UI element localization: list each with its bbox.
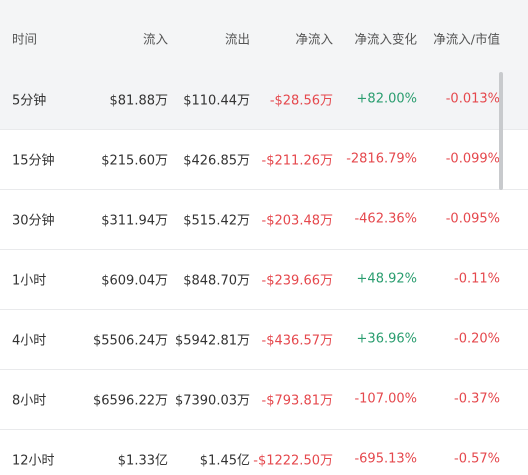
table-row[interactable]: 30分钟 $311.94万 $515.42万 -$203.48万 -462.36% -0.… [0,190,528,250]
table-cell: 净流入 [295,31,333,47]
table-cell: $609.04万 [101,273,168,289]
table-cell: -0.11% [454,271,500,287]
table-cell: -462.36% [354,211,417,227]
table-cell: 流出 [224,31,250,47]
table-cell: 8小时 [12,393,47,409]
table-row[interactable]: 12小时 $1.33亿 $1.45亿 -$1222.50万 -695.13% -0.57% [0,430,528,475]
table-row[interactable]: 8小时 $6596.22万 $7390.03万 -$793.81万 -107.00% -0… [0,370,528,430]
table-cell: -$203.48万 [261,213,333,229]
table-cell: 1小时 [12,273,47,289]
table-cell: 15分钟 [12,153,55,169]
table-cell: 净流入/市值 [433,31,500,47]
table-header: 时间 流入 流出 净流入 净流入变化 净流入/市值 [0,0,528,70]
table-cell: -0.57% [454,451,500,467]
table-row[interactable]: 1小时 $609.04万 $848.70万 -$239.66万 +48.92% -0.11… [0,250,528,310]
table-cell: -$793.81万 [261,393,333,409]
table-cell: +36.96% [356,331,417,347]
table-cell: -0.20% [454,331,500,347]
table-cell: 30分钟 [12,213,55,229]
table-cell: -695.13% [354,451,417,467]
table-cell: $311.94万 [101,213,168,229]
table-cell: $81.88万 [109,93,169,109]
table-cell: $5942.81万 [174,333,250,349]
table-cell: $1.33亿 [117,453,168,469]
scrollbar[interactable] [499,72,503,190]
table-cell: -2816.79% [346,151,417,167]
table-cell: $5506.24万 [92,333,168,349]
table-cell: +48.92% [356,271,417,287]
table-cell: -0.095% [445,211,500,227]
table-row[interactable]: 5分钟 $81.88万 $110.44万 -$28.56万 +82.00% -0.013% [0,70,528,130]
table-cell: $426.85万 [183,153,250,169]
table-cell: $215.60万 [101,153,168,169]
table-cell: $515.42万 [183,213,250,229]
table-cell: -$436.57万 [261,333,333,349]
table-cell: $7390.03万 [174,393,250,409]
table-cell: $6596.22万 [92,393,168,409]
table-cell: -$239.66万 [261,273,333,289]
table-row[interactable]: 15分钟 $215.60万 $426.85万 -$211.26万 -2816.79% -0… [0,130,528,190]
table-cell: 5分钟 [12,93,47,109]
table-cell: $848.70万 [183,273,250,289]
table-cell: 12小时 [12,453,55,469]
table-cell: -$211.26万 [261,153,333,169]
table-cell: -107.00% [354,391,417,407]
table-cell: -0.099% [445,151,500,167]
table-cell: +82.00% [356,91,417,107]
table-cell: $1.45亿 [199,453,250,469]
table-cell: -0.37% [454,391,500,407]
table-cell: 流入 [142,31,168,47]
table-cell: 时间 [12,31,38,47]
table-cell: -$28.56万 [269,93,333,109]
table-row[interactable]: 4小时 $5506.24万 $5942.81万 -$436.57万 +36.96% -0.… [0,310,528,370]
table-cell: -$1222.50万 [253,453,333,469]
table-cell: $110.44万 [183,93,250,109]
table-cell: 4小时 [12,333,47,349]
table-cell: -0.013% [445,91,500,107]
table-cell: 净流入变化 [354,31,417,47]
